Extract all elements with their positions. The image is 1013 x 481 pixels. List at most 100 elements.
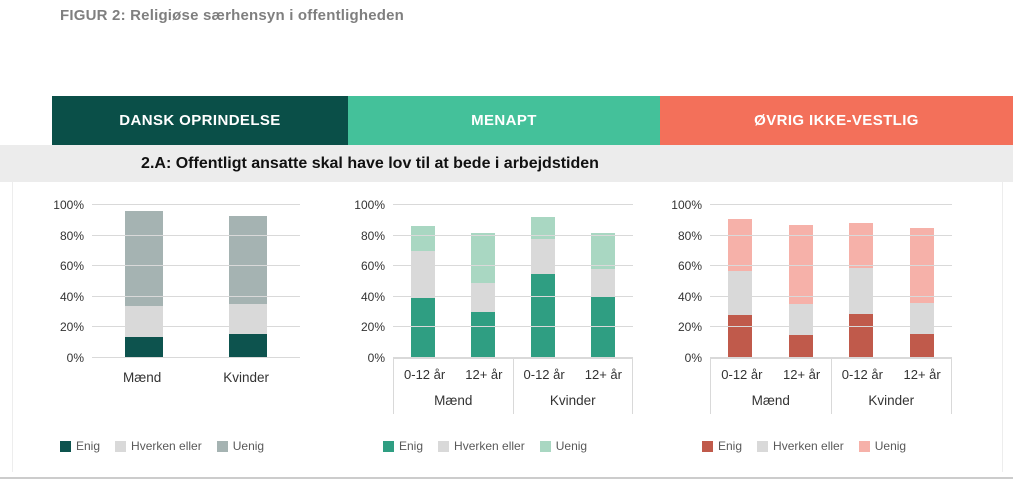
y-tick-label: 80% [360,228,385,243]
axis-group-cell: 0-12 år 12+ år Kvinder [512,359,633,414]
y-axis: 0% 20% 40% 60% 80% 100% [345,198,393,365]
gridline [393,326,633,328]
gridline [393,265,633,267]
bar-group [710,205,831,358]
category-label: 12+ år [783,367,821,382]
legend: Enig Hverken eller Uenig [702,439,906,453]
y-tick-label: 60% [677,259,702,274]
bar-segment-enig [788,335,813,358]
bar-slot [411,205,435,358]
bar-segment-enig [728,315,753,358]
bar-group [831,205,952,358]
bar-segment-hverken-eller [229,304,267,334]
stacked-bar-0-12 år [728,205,753,358]
y-tick-label: 60% [360,259,385,274]
gridline [393,234,633,236]
bar-segment-hverken-eller [591,269,615,297]
bar-slot [728,205,753,358]
bar-slot [788,205,813,358]
legend-item: Enig [702,439,742,453]
category-row: 0-12 år 12+ år [832,359,952,382]
stacked-bar-12+ år [788,205,813,358]
stacked-bar-12+ år [909,205,934,358]
chart-dansk-oprindelse: 0% 20% 40% 60% 80% 100% Mænd Kvinder Enig Hverk… [44,198,300,467]
bar-slot [531,205,555,358]
legend-label: Hverken eller [773,439,844,453]
legend-label: Enig [399,439,424,453]
gridline [92,234,300,236]
band-oevrig-ikke-vestlig: ØVRIG IKKE-VESTLIG [660,96,1013,145]
bar-slot [849,205,874,358]
category-label: 12+ år [465,367,503,382]
bar-segment-hverken-eller [531,238,555,274]
gridline [710,204,952,205]
legend-swatch [60,440,71,452]
bar-segment-enig [471,312,495,358]
band-dansk-oprindelse: DANSK OPRINDELSE [52,96,348,145]
group-label: Kvinder [549,393,596,408]
category-row: 0-12 år 12+ år [514,359,633,382]
category-label: Kvinder [223,370,269,385]
legend-swatch [216,440,228,452]
bar-segment-uenig [411,226,435,251]
stacked-bar-12+ år [591,205,615,358]
stacked-bar-12+ år [471,205,495,358]
bar-segment-hverken-eller [909,302,934,334]
legend-item: Hverken eller [115,439,202,453]
category-row: 0-12 år 12+ år [394,359,513,382]
bar-segment-uenig [728,218,753,271]
bar-slot [909,205,934,358]
legend-swatch [757,440,769,452]
legend-item: Uenig [539,439,588,453]
bar-segment-hverken-eller [849,267,874,314]
category-label: 0-12 år [523,367,565,382]
legend-swatch [858,440,870,452]
gridline [710,234,952,236]
legend-label: Uenig [874,439,907,453]
gridline [92,295,300,297]
stacked-bar-Kvinder [229,205,267,358]
bar-slot [591,205,615,358]
axis-group-cell: 0-12 år 12+ år Mænd [711,359,831,414]
legend-swatch [115,440,127,452]
legend-label: Uenig [555,439,588,453]
group-label: Mænd [434,393,473,408]
chart-menapt: 0% 20% 40% 60% 80% 100% 0-12 år 12+ år Mænd 0-12… [345,198,633,467]
stacked-bar-0-12 år [849,205,874,358]
legend-label: Hverken eller [131,439,202,453]
chart-oevrig-ikke-vestlig: 0% 20% 40% 60% 80% 100% 0-12 år 12+ år Mænd 0-12… [662,198,952,467]
gridline [393,204,633,205]
group-label: Kvinder [868,393,915,408]
bar-segment-uenig [849,223,874,268]
gridline [393,357,633,358]
y-axis: 0% 20% 40% 60% 80% 100% [44,198,92,365]
legend-swatch [539,440,551,452]
gridline [92,357,300,358]
y-tick-label: 40% [677,289,702,304]
bar-segment-uenig [229,215,267,305]
bar-segment-enig [411,298,435,358]
bar-segment-uenig [471,232,495,284]
category-label: Mænd [122,370,162,385]
subtitle-strip: 2.A: Offentligt ansatte skal have lov ti… [0,145,1013,182]
category-label: 12+ år [584,367,622,382]
group-label: Mænd [751,393,790,408]
gridline [710,295,952,297]
legend-label: Enig [718,439,743,453]
y-tick-label: 0% [367,351,385,365]
bar-segment-hverken-eller [125,306,163,337]
bar-group [393,205,513,358]
bars-layer [710,205,952,358]
bar-segment-enig [531,273,555,358]
plot-area [92,204,300,358]
bar-segment-uenig [531,217,555,239]
bar-segment-hverken-eller [471,283,495,313]
figure-title: FIGUR 2: Religiøse særhensyn i offentlig… [60,7,405,24]
bar-group [513,205,633,358]
bar-segment-enig [229,333,267,358]
legend-item: Enig [383,439,423,453]
chart-subtitle: 2.A: Offentligt ansatte skal have lov ti… [141,155,599,172]
category-row: 0-12 år 12+ år [711,359,831,382]
plot-area [393,204,633,358]
chart-panel [12,182,1003,472]
